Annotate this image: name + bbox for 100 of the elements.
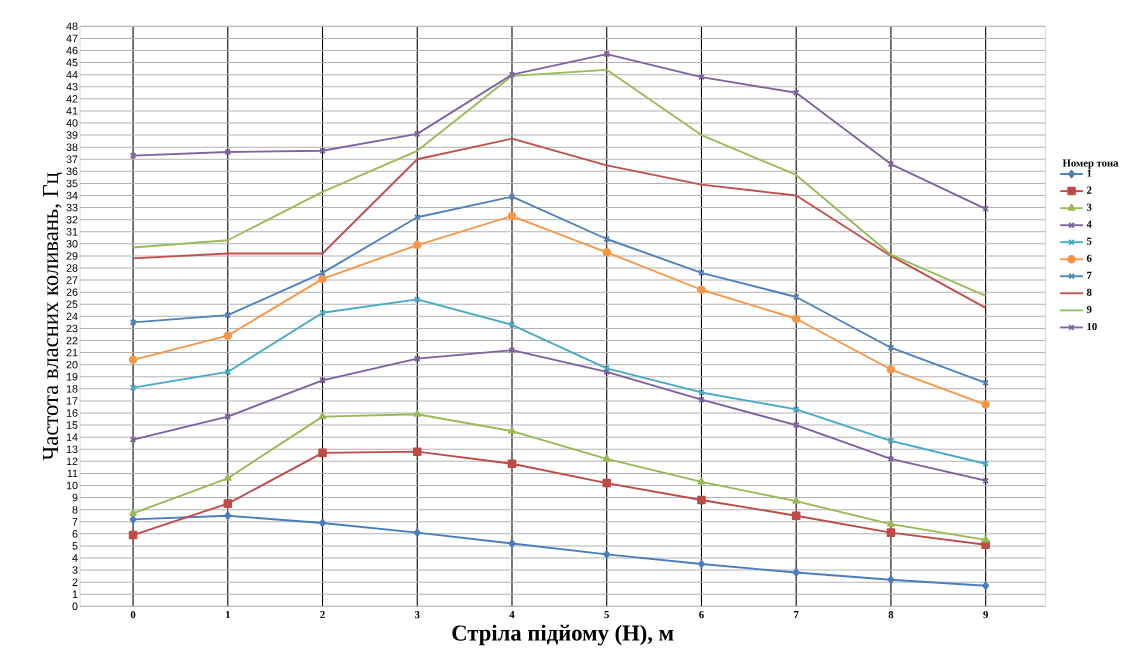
x-tick-label: 2 (320, 611, 325, 619)
x-axis-title: Стріла підйому (Н), м (452, 624, 674, 646)
point (318, 274, 327, 284)
point (413, 528, 421, 537)
point (508, 321, 516, 329)
y-tick-label: 20 (66, 360, 78, 369)
legend-label: 9 (1086, 305, 1092, 314)
legend-label: 5 (1086, 237, 1092, 245)
y-tick-label: 8 (72, 505, 78, 514)
point (886, 365, 896, 374)
point (412, 240, 422, 250)
point (508, 193, 516, 200)
point (792, 496, 801, 504)
y-tick-label: 30 (66, 240, 78, 248)
line-series (132, 137, 987, 309)
y-tick-label: 34 (66, 191, 78, 200)
point (981, 535, 990, 543)
point (224, 148, 232, 156)
y-tick-label: 36 (66, 167, 78, 176)
point (223, 499, 233, 508)
y-tick-label: 39 (66, 131, 78, 139)
legend-label: 7 (1087, 271, 1092, 279)
y-tick-label: 14 (66, 433, 78, 441)
point (319, 147, 326, 155)
y-tick-label: 1 (72, 590, 78, 598)
y-tick-label: 46 (66, 46, 78, 55)
y-tick-label: 42 (66, 95, 78, 103)
point (792, 293, 800, 301)
point (602, 478, 611, 488)
y-tick-label: 4 (72, 554, 78, 562)
x-tick-label: 5 (604, 611, 609, 619)
y-tick-label: 44 (66, 70, 78, 79)
y-tick-label: 2 (72, 578, 78, 586)
point (223, 473, 232, 481)
point (792, 568, 800, 577)
y-tick-label: 15 (66, 421, 78, 429)
x-tick-label: 0 (130, 611, 136, 619)
y-tick-label: 24 (66, 312, 78, 321)
point (887, 437, 895, 445)
y-tick-label: 11 (67, 469, 78, 478)
point (791, 511, 801, 520)
point (129, 509, 137, 516)
x-tick-label: 7 (794, 611, 799, 619)
y-tick-label: 27 (66, 276, 78, 284)
point (319, 518, 326, 528)
point (981, 400, 990, 409)
point (224, 511, 232, 520)
legend-title: Номер тона (1062, 159, 1119, 169)
point (792, 421, 800, 429)
point (982, 581, 990, 591)
x-tick-label: 4 (509, 611, 515, 619)
y-tick-label: 21 (66, 348, 78, 357)
x-tick-label: 1 (225, 611, 230, 619)
point (128, 530, 138, 540)
point (887, 575, 895, 585)
point (508, 426, 516, 434)
y-tick-label: 47 (66, 34, 78, 43)
point (413, 409, 422, 417)
point (887, 160, 895, 168)
y-tick-label: 38 (66, 143, 78, 151)
y-tick-label: 16 (66, 409, 78, 417)
y-tick-label: 32 (66, 215, 78, 224)
y-tick-label: 31 (66, 227, 78, 236)
y-tick-label: 41 (66, 107, 78, 115)
point (129, 515, 137, 524)
x-tick-label: 8 (888, 611, 894, 619)
point (412, 447, 422, 456)
point (602, 248, 611, 257)
point (602, 454, 611, 462)
y-tick-label: 10 (66, 481, 78, 490)
y-tick-label: 23 (66, 324, 78, 333)
point (508, 539, 516, 548)
y-tick-label: 3 (72, 566, 78, 574)
y-tick-label: 25 (66, 300, 78, 309)
y-tick-label: 22 (66, 336, 78, 345)
point (697, 477, 706, 485)
point (887, 455, 895, 463)
y-tick-label: 5 (72, 542, 78, 550)
y-tick-label: 43 (66, 82, 78, 91)
y-tick-label: 28 (66, 264, 78, 272)
legend-label: 4 (1086, 220, 1092, 228)
legend-label: 3 (1086, 203, 1092, 211)
y-tick-label: 18 (66, 385, 78, 393)
y-tick-label: 19 (66, 372, 78, 381)
legend-label: 8 (1086, 288, 1092, 296)
y-tick-label: 40 (66, 119, 78, 127)
y-tick-label: 33 (66, 203, 78, 212)
y-tick-label: 7 (72, 518, 78, 526)
y-tick-label: 12 (66, 457, 78, 466)
y-tick-label: 9 (72, 493, 78, 502)
y-tick-label: 0 (72, 602, 78, 611)
y-tick-label: 26 (66, 288, 78, 296)
y-tick-label: 29 (66, 252, 78, 260)
point (508, 346, 516, 354)
y-tick-label: 35 (66, 179, 78, 188)
point (507, 211, 517, 221)
x-tick-label: 9 (983, 611, 988, 619)
point (128, 355, 138, 365)
line-series (132, 68, 987, 297)
y-tick-label: 6 (72, 530, 78, 538)
